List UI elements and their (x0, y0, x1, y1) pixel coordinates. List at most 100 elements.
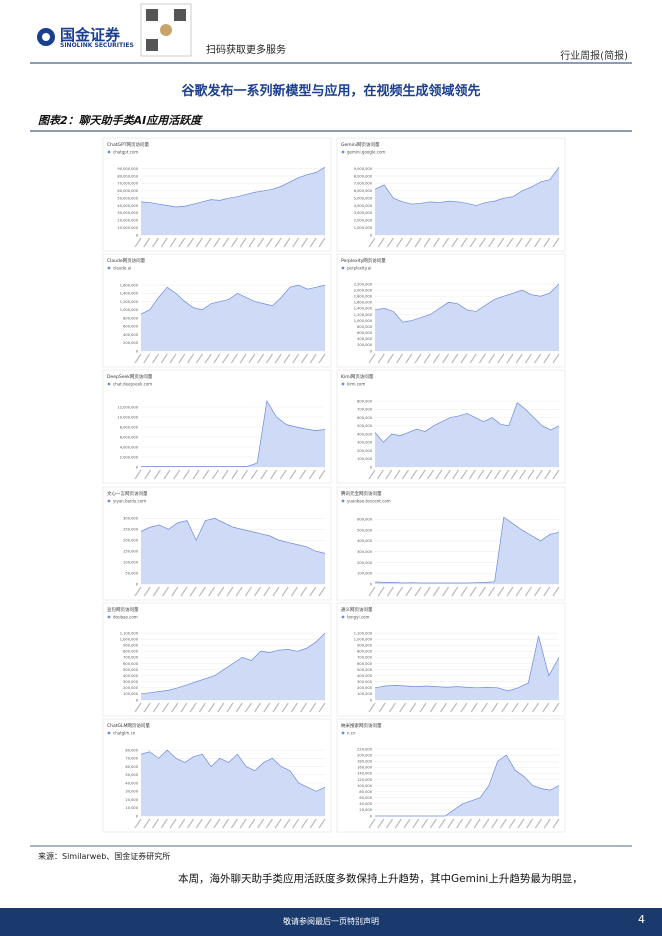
x-tick (274, 818, 282, 829)
x-tick (506, 237, 514, 248)
x-tick (309, 586, 317, 597)
x-tick (377, 353, 385, 364)
x-tick (524, 353, 532, 364)
x-tick (244, 702, 252, 713)
x-tick (143, 237, 151, 248)
x-tick (162, 702, 170, 713)
chart-panel: 豆包网页访问量 doubao.com 0 100,000 200,000 300,000 4… (102, 602, 332, 717)
chart-panel: 通义网页访问量 tongyi.com 0 100,000 200,000 300,000 4… (336, 602, 566, 717)
y-tick-label: 400,000 (123, 333, 139, 337)
y-tick-label: 10,000,000 (117, 226, 138, 230)
y-tick-label: 3,000,000 (354, 211, 373, 215)
y-tick-label: 30,000 (125, 790, 138, 794)
x-tick (239, 353, 247, 364)
x-tick (478, 353, 486, 364)
x-tick (377, 818, 385, 829)
y-tick-label: 1,000,000 (120, 637, 139, 641)
x-tick (468, 469, 476, 480)
y-tick-label: 800,000 (357, 325, 373, 329)
x-tick (292, 353, 300, 364)
chart-panel: 腾讯元宝网页访问量 yuanbao.tencent.com 0 100,000 200,… (336, 486, 566, 601)
y-tick-label: 500,000 (123, 668, 139, 672)
x-tick (189, 702, 197, 713)
x-tick (169, 818, 177, 829)
legend-dot (341, 499, 345, 503)
y-tick-label: 1,400,000 (354, 307, 373, 311)
x-tick (432, 586, 440, 597)
qr-block (146, 39, 158, 51)
x-tick (134, 469, 142, 480)
x-tick (394, 818, 402, 829)
y-tick-label: 2,000,000 (354, 219, 373, 223)
x-tick (534, 237, 542, 248)
y-tick-label: 200,000 (357, 753, 373, 757)
y-tick-label: 8,000,000 (354, 174, 373, 178)
x-tick (195, 237, 203, 248)
legend-dot (107, 382, 111, 386)
y-tick-label: 500,000 (357, 528, 373, 532)
x-tick (377, 586, 385, 597)
x-tick (217, 702, 225, 713)
x-tick (318, 353, 326, 364)
x-tick (152, 237, 160, 248)
chart-panel: ChatGPT网页访问量 chatgpt.com 0 10,000,000 20,000… (102, 137, 332, 252)
y-tick-label: 600,000 (123, 325, 139, 329)
x-tick (292, 237, 300, 248)
x-tick (451, 237, 459, 248)
x-tick (493, 469, 501, 480)
x-tick (231, 469, 239, 480)
y-tick-label: 200,000 (357, 449, 373, 453)
y-tick-label: 2,200,000 (354, 282, 373, 286)
x-tick (432, 237, 440, 248)
legend-label: gemini.google.com (347, 150, 385, 155)
x-tick (318, 237, 326, 248)
y-tick-label: 150,000 (123, 549, 139, 553)
x-tick (456, 818, 464, 829)
area (375, 636, 559, 700)
x-tick (451, 353, 459, 364)
x-tick (226, 586, 234, 597)
area-line (374, 516, 560, 584)
x-tick (526, 818, 534, 829)
y-tick-label: 20,000 (125, 798, 138, 802)
y-tick-label: 700,000 (357, 408, 373, 412)
x-tick (534, 818, 542, 829)
x-tick (552, 469, 560, 480)
x-tick (300, 818, 308, 829)
x-tick (543, 353, 551, 364)
y-tick-label: 30,000,000 (117, 211, 138, 215)
y-tick-label: 300,000 (123, 680, 139, 684)
x-tick (442, 237, 450, 248)
x-tick (213, 818, 221, 829)
x-tick (469, 586, 477, 597)
legend-label: tongyi.com (347, 615, 369, 620)
x-tick (517, 818, 525, 829)
x-tick (213, 353, 221, 364)
y-tick-label: 4,000,000 (120, 445, 139, 449)
y-tick-label: 160,000 (357, 766, 373, 770)
y-tick-label: 1,600,000 (120, 283, 139, 287)
y-tick-label: 50,000 (125, 571, 138, 575)
x-tick (409, 702, 417, 713)
x-tick (222, 353, 230, 364)
y-tick-label: 80,000,000 (117, 174, 138, 178)
area (141, 518, 325, 584)
y-tick-label: 800,000 (123, 316, 139, 320)
source-note: 来源：Similarweb、国金证券研究所 (38, 852, 171, 861)
chart-title: 豆包网页访问量 (107, 606, 139, 613)
x-tick (519, 469, 527, 480)
x-tick (171, 586, 179, 597)
x-tick (410, 469, 418, 480)
x-tick (152, 353, 160, 364)
x-tick (396, 237, 404, 248)
x-tick (440, 702, 448, 713)
x-tick (143, 586, 151, 597)
y-tick-label: 140,000 (357, 772, 373, 776)
chart-title: ChatGPT网页访问量 (107, 141, 149, 148)
y-tick-label: 300,000 (357, 441, 373, 445)
x-tick (414, 237, 422, 248)
x-tick (482, 818, 490, 829)
x-tick (396, 586, 404, 597)
